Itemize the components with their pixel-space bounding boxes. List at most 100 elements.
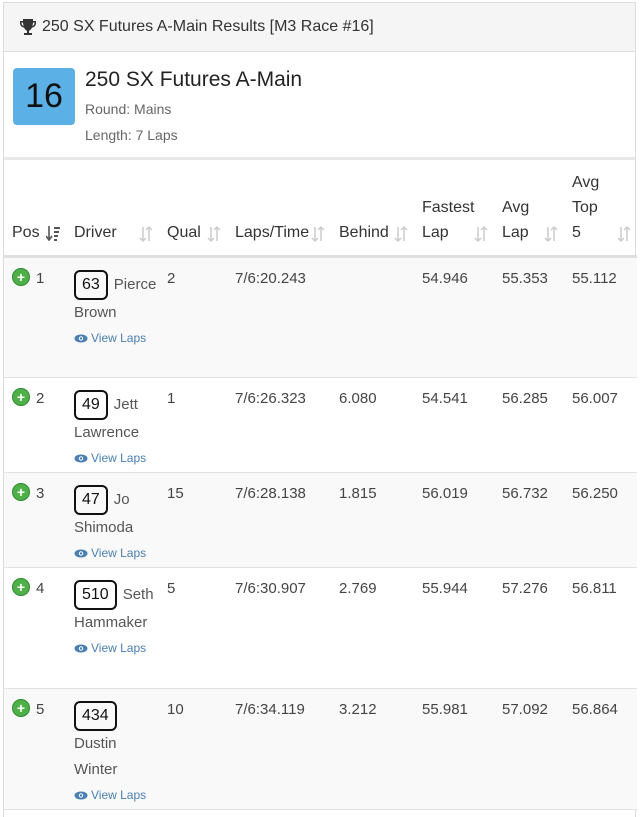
- view-laps-label: View Laps: [91, 640, 147, 655]
- eye-icon: [74, 334, 88, 343]
- bib-number: 49: [74, 389, 108, 420]
- table-row: +3 47 Jo Shimoda View Laps 15 7/6:28.138 1.815…: [4, 472, 637, 567]
- bib-number: 434: [74, 700, 117, 731]
- cell-fastest-lap: 54.541: [422, 389, 468, 407]
- view-laps-label: View Laps: [91, 330, 147, 345]
- expand-plus-icon[interactable]: +: [12, 577, 30, 596]
- position-value: 4: [36, 579, 45, 597]
- expand-plus-icon[interactable]: +: [12, 482, 30, 501]
- race-round: Round: Mains: [85, 101, 172, 117]
- race-info: 16 250 SX Futures A-Main Round: Mains Le…: [4, 52, 635, 160]
- trophy-icon: [20, 19, 36, 35]
- cell-fastest-lap: 55.944: [422, 579, 468, 597]
- position-value: 2: [36, 389, 45, 407]
- cell-qual: 5: [167, 579, 176, 597]
- cell-behind: 3.212: [339, 700, 377, 718]
- sort-icon: [207, 225, 221, 242]
- cell-qual: 15: [167, 484, 184, 502]
- cell-behind: 1.815: [339, 484, 377, 502]
- position-value: 1: [36, 269, 45, 287]
- view-laps-link[interactable]: View Laps: [74, 545, 159, 561]
- table-row: +5 434Dustin Winter View Laps 10 7/6:34.119 3…: [4, 688, 637, 809]
- eye-icon: [74, 454, 88, 463]
- cell-pos: +1: [4, 256, 66, 377]
- col-header-avg-lap[interactable]: Avg Lap: [494, 160, 564, 258]
- cell-pos: +3: [4, 472, 66, 567]
- col-header-avg-top5[interactable]: Avg Top 5: [564, 160, 637, 258]
- col-header-qual[interactable]: Qual: [159, 160, 227, 258]
- col-header-behind[interactable]: Behind: [331, 160, 414, 258]
- cell-avg-lap: 55.353: [502, 269, 548, 287]
- driver-name[interactable]: Jett Lawrence: [74, 395, 140, 441]
- cell-laps-time: 7/6:20.243: [235, 269, 306, 287]
- view-laps-label: View Laps: [91, 787, 147, 802]
- cell-qual: 2: [167, 269, 176, 287]
- view-laps-link[interactable]: View Laps: [74, 640, 159, 656]
- eye-icon: [74, 791, 88, 800]
- cell-avg-lap: 56.285: [502, 389, 548, 407]
- sort-icon: [544, 225, 558, 242]
- cell-avg-lap: 57.276: [502, 579, 548, 597]
- cell-driver: 63 Pierce Brown View Laps: [66, 256, 159, 377]
- driver-name[interactable]: Dustin Winter: [74, 734, 118, 778]
- sort-icon: [394, 225, 408, 242]
- results-table: Pos Driver Qual Laps/Time Behind Fastest…: [4, 160, 637, 810]
- table-header-row: Pos Driver Qual Laps/Time Behind Fastest…: [4, 160, 637, 258]
- cell-behind: [331, 256, 414, 377]
- cell-driver: 434Dustin Winter View Laps: [66, 688, 159, 809]
- cell-pos: +5: [4, 688, 66, 809]
- expand-plus-icon[interactable]: +: [12, 387, 30, 406]
- cell-behind: 2.769: [339, 579, 377, 597]
- cell-avg-lap: 56.732: [502, 484, 548, 502]
- expand-plus-icon[interactable]: +: [12, 267, 30, 286]
- page-title: 250 SX Futures A-Main Results [M3 Race #…: [42, 18, 374, 35]
- view-laps-link[interactable]: View Laps: [74, 450, 159, 466]
- col-header-fastest-lap[interactable]: Fastest Lap: [414, 160, 494, 258]
- view-laps-link[interactable]: View Laps: [74, 787, 159, 803]
- table-row: +1 63 Pierce Brown View Laps 2 7/6:20.243 54.9…: [4, 256, 637, 377]
- table-row: +2 49 Jett Lawrence View Laps 1 7/6:26.323 6.0…: [4, 377, 637, 472]
- sort-icon: [139, 225, 153, 242]
- bib-number: 47: [74, 484, 108, 515]
- cell-avg-top5: 55.112: [572, 269, 617, 287]
- position-value: 5: [36, 700, 45, 718]
- table-row: +4 510 Seth Hammaker View Laps 5 7/6:30.907 2.…: [4, 567, 637, 688]
- sort-icon: [474, 225, 488, 242]
- cell-avg-top5: 56.250: [572, 484, 618, 502]
- col-header-pos[interactable]: Pos: [4, 160, 66, 258]
- race-title: 250 SX Futures A-Main: [85, 68, 303, 91]
- bib-number: 510: [74, 579, 117, 610]
- cell-laps-time: 7/6:30.907: [235, 579, 306, 597]
- cell-laps-time: 7/6:34.119: [235, 700, 305, 718]
- cell-pos: +4: [4, 567, 66, 688]
- driver-name[interactable]: Jo Shimoda: [74, 490, 134, 536]
- col-header-driver[interactable]: Driver: [66, 160, 159, 258]
- cell-laps-time: 7/6:28.138: [235, 484, 306, 502]
- eye-icon: [74, 644, 88, 653]
- col-header-laps-time[interactable]: Laps/Time: [227, 160, 331, 258]
- cell-driver: 47 Jo Shimoda View Laps: [66, 472, 159, 567]
- results-body: +1 63 Pierce Brown View Laps 2 7/6:20.243 54.9…: [4, 256, 637, 809]
- race-number-badge: 16: [13, 68, 75, 125]
- driver-name[interactable]: Seth Hammaker: [74, 585, 154, 631]
- bib-number: 63: [74, 269, 108, 300]
- race-length: Length: 7 Laps: [85, 127, 178, 143]
- sort-desc-icon: [46, 225, 60, 241]
- expand-plus-icon[interactable]: +: [12, 698, 30, 717]
- cell-avg-top5: 56.811: [572, 579, 617, 597]
- driver-name[interactable]: Pierce Brown: [74, 275, 157, 321]
- cell-pos: +2: [4, 377, 66, 472]
- cell-qual: 10: [167, 700, 184, 718]
- race-meta: 250 SX Futures A-Main Round: Mains Lengt…: [85, 66, 302, 144]
- cell-fastest-lap: 54.946: [422, 269, 468, 287]
- cell-avg-lap: 57.092: [502, 700, 548, 718]
- cell-avg-top5: 56.007: [572, 389, 618, 407]
- position-value: 3: [36, 484, 45, 502]
- view-laps-label: View Laps: [91, 450, 147, 465]
- eye-icon: [74, 549, 88, 558]
- results-panel: 250 SX Futures A-Main Results [M3 Race #…: [3, 2, 637, 817]
- cell-behind: 6.080: [339, 389, 377, 407]
- view-laps-link[interactable]: View Laps: [74, 330, 159, 346]
- sort-icon: [617, 225, 631, 242]
- cell-laps-time: 7/6:26.323: [235, 389, 306, 407]
